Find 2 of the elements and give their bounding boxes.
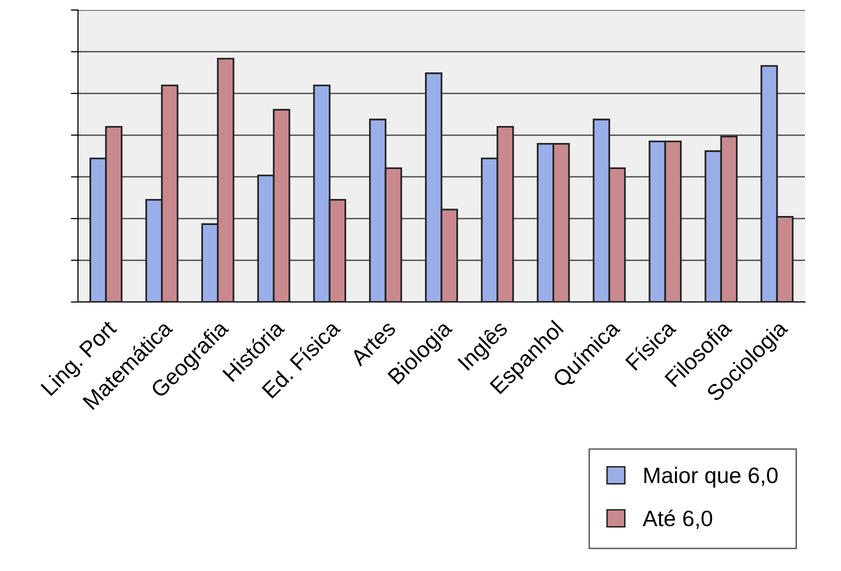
legend-label: Maior que 6,0 <box>644 466 778 488</box>
legend-label: Até 6,0 <box>642 510 712 529</box>
